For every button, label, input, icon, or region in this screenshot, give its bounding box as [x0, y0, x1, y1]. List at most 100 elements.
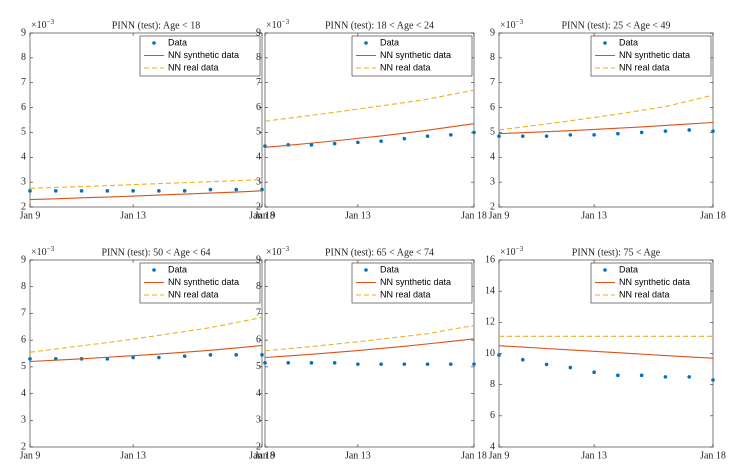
- y-tick-label: 7: [256, 77, 261, 88]
- data-point: [711, 129, 715, 133]
- data-point: [544, 134, 549, 138]
- data-point: [332, 361, 337, 365]
- y-tick-label: 6: [21, 102, 26, 113]
- y-tick-label: 3: [256, 415, 261, 426]
- x-tick-label: Jan 18: [700, 210, 726, 221]
- y-tick-label: 8: [256, 52, 261, 63]
- y-tick-label: 8: [490, 52, 495, 63]
- data-point: [260, 353, 264, 357]
- y-multiplier: ×10−3: [31, 18, 55, 32]
- data-point: [448, 133, 453, 137]
- legend-label: NN synthetic data: [168, 277, 239, 287]
- y-tick-label: 6: [490, 102, 495, 113]
- y-tick-label: 2: [490, 201, 495, 212]
- data-point: [208, 187, 213, 192]
- data-point: [592, 370, 596, 375]
- x-tick-label: Jan 13: [581, 450, 607, 461]
- legend-marker: [364, 41, 368, 45]
- data-point: [182, 189, 187, 193]
- legend-label: Data: [619, 37, 638, 47]
- series-line: [29, 190, 263, 201]
- data-point: [131, 355, 135, 360]
- x-tick-label: Jan 18: [461, 210, 487, 221]
- data-point: [53, 189, 58, 193]
- data-point: [105, 357, 110, 361]
- legend-label: NN synthetic data: [619, 50, 690, 60]
- data-point: [687, 375, 692, 379]
- y-tick-label: 16: [485, 254, 495, 265]
- data-point: [544, 362, 549, 367]
- x-tick-label: Jan 13: [345, 210, 371, 221]
- y-tick-label: 6: [21, 334, 26, 345]
- data-point: [616, 373, 620, 378]
- y-tick-label: 9: [21, 27, 26, 38]
- y-tick-label: 7: [21, 308, 26, 319]
- data-point: [592, 133, 596, 137]
- y-multiplier: ×10−3: [500, 245, 524, 259]
- y-multiplier: ×10−3: [500, 18, 524, 32]
- series-line: [498, 345, 714, 359]
- legend-label: NN real data: [380, 62, 431, 72]
- legend-label: Data: [168, 37, 187, 47]
- y-tick-label: 3: [21, 176, 26, 187]
- multiplier-base: ×10: [500, 247, 516, 258]
- x-tick-label: Jan 9: [20, 450, 41, 461]
- data-point: [379, 362, 383, 366]
- x-tick-label: Jan 9: [255, 210, 276, 221]
- data-point: [309, 143, 314, 147]
- multiplier-base: ×10: [266, 20, 282, 31]
- x-tick-label: Jan 9: [20, 210, 41, 221]
- data-point: [687, 128, 692, 132]
- legend-label: NN synthetic data: [380, 50, 451, 60]
- y-tick-label: 5: [256, 361, 261, 372]
- data-point: [663, 129, 668, 133]
- legend-label: NN real data: [619, 62, 670, 72]
- multiplier-base: ×10: [31, 247, 47, 258]
- y-tick-label: 4: [21, 152, 26, 163]
- y-tick-label: 8: [256, 281, 261, 292]
- legend-label: Data: [168, 264, 187, 274]
- data-point: [497, 353, 501, 357]
- data-point: [286, 361, 291, 365]
- x-tick-label: Jan 13: [120, 450, 146, 461]
- multiplier-base: ×10: [266, 247, 282, 258]
- y-tick-label: 9: [256, 254, 261, 265]
- data-point: [263, 361, 267, 365]
- y-tick-label: 8: [490, 379, 495, 390]
- y-tick-label: 10: [485, 348, 495, 359]
- legend-label: Data: [619, 264, 638, 274]
- y-tick-label: 9: [21, 254, 26, 265]
- y-multiplier: ×10−3: [266, 18, 290, 32]
- data-point: [208, 353, 213, 357]
- legend-label: NN synthetic data: [168, 50, 239, 60]
- y-tick-label: 4: [490, 441, 495, 452]
- x-tick-label: Jan 9: [489, 210, 510, 221]
- data-point: [79, 189, 84, 193]
- y-tick-label: 3: [490, 176, 495, 187]
- y-tick-label: 6: [256, 334, 261, 345]
- multiplier-exponent: −3: [516, 18, 524, 26]
- data-point: [309, 361, 314, 365]
- y-tick-label: 9: [256, 27, 261, 38]
- legend-label: Data: [380, 37, 399, 47]
- data-point: [157, 355, 161, 360]
- multiplier-base: ×10: [31, 20, 47, 31]
- data-point: [425, 362, 430, 366]
- y-tick-label: 7: [256, 308, 261, 319]
- multiplier-exponent: −3: [282, 18, 290, 26]
- multiplier-exponent: −3: [47, 18, 55, 26]
- data-point: [568, 133, 573, 137]
- multiplier-exponent: −3: [516, 245, 524, 253]
- series-line: [29, 316, 263, 353]
- series-line: [264, 89, 475, 122]
- data-point: [472, 362, 476, 366]
- chart-title: PINN (test): 18 < Age < 24: [325, 20, 434, 31]
- series-line: [264, 324, 475, 352]
- data-point: [131, 189, 135, 193]
- series-line: [498, 121, 714, 135]
- x-tick-label: Jan 18: [249, 210, 275, 221]
- multiplier-exponent: −3: [282, 245, 290, 253]
- data-point: [234, 187, 239, 192]
- legend-marker: [603, 268, 607, 272]
